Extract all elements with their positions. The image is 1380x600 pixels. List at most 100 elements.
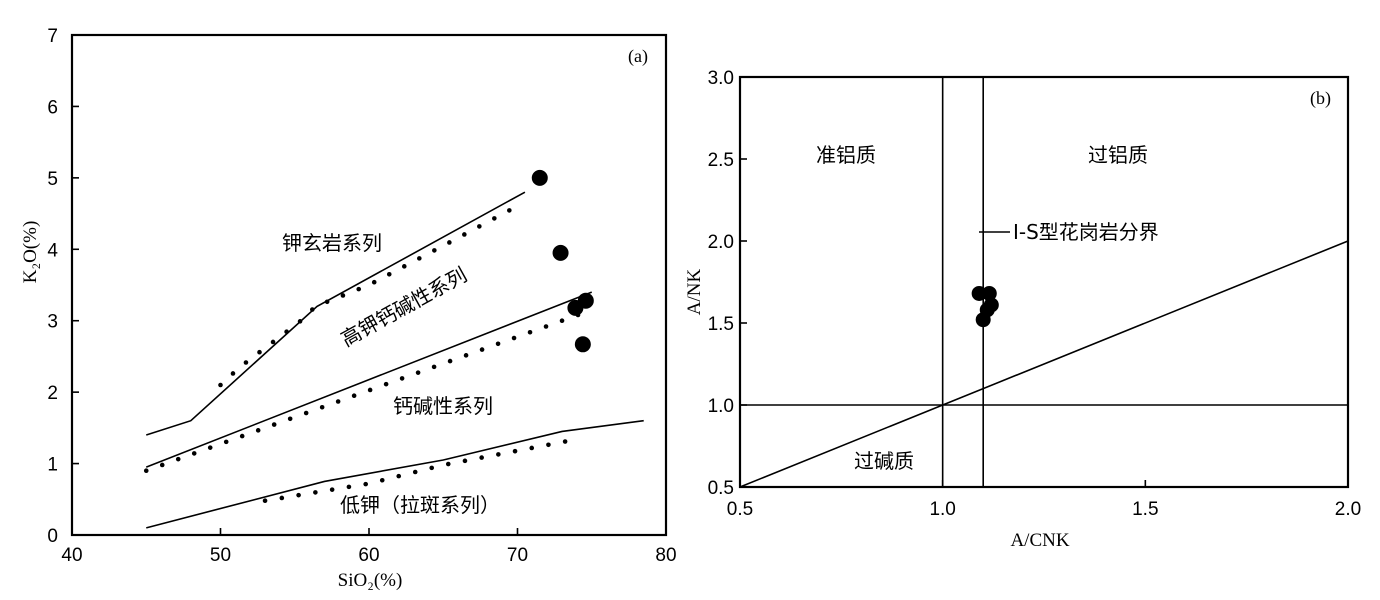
boundary-dot: [284, 329, 289, 334]
boundary-dot: [447, 240, 452, 245]
panel-b-label: (b): [1310, 88, 1331, 109]
field-label-peraluminous: 过铝质: [1088, 143, 1148, 167]
panel-a-k2o-vs-sio2: 40 50 60 70 80 0 1 2 3 4 5 6 7 (a) SiO₂(%) K₂O(%) 钾玄…: [20, 26, 677, 591]
boundary-dot: [495, 341, 501, 347]
boundary-dot: [279, 495, 285, 501]
boundary-dot: [324, 299, 330, 305]
boundary-dot: [296, 492, 301, 498]
y-tick-label: 3: [47, 312, 58, 333]
y-tick-label: 0: [47, 526, 58, 547]
boundary-dot: [271, 422, 277, 427]
boundary-dot: [319, 404, 325, 410]
x-tick-label: 50: [210, 545, 231, 566]
boundary-dot: [356, 286, 362, 292]
boundary-dot: [371, 279, 377, 285]
boundary-line: [145, 291, 593, 468]
boundary-dot: [529, 445, 535, 451]
panel-a-ticks: 40 50 60 70 80 0 1 2 3 4 5 6 7: [47, 26, 676, 566]
panel-a-boundaries: [143, 191, 644, 529]
boundary-dot: [546, 442, 551, 448]
boundary-dot: [479, 455, 484, 460]
boundary-dot: [297, 319, 303, 324]
boundary-dot: [207, 445, 213, 450]
boundary-dot: [303, 410, 309, 416]
y-tick-label: 3.0: [708, 68, 734, 89]
x-tick-label: 80: [655, 545, 676, 566]
panel-a-plot-frame: [70, 33, 668, 537]
boundary-dot: [379, 477, 385, 483]
y-tick-label: 1: [47, 455, 58, 476]
boundary-dot: [512, 448, 518, 454]
boundary-dot: [396, 473, 402, 479]
sample-point: [574, 336, 591, 353]
boundary-dot: [415, 370, 421, 375]
boundary-dot: [401, 264, 407, 269]
boundary-dot: [447, 358, 453, 364]
sample-point: [577, 292, 594, 309]
boundary-dot: [479, 347, 485, 352]
x-tick-label: 1.5: [1132, 499, 1158, 520]
y-tick-label: 4: [47, 240, 58, 261]
boundary-dot: [559, 318, 565, 324]
boundary-dot: [562, 439, 568, 444]
boundary-line: [739, 240, 1349, 488]
panel-b-points: [971, 285, 999, 328]
y-tick-label: 1.5: [708, 314, 734, 335]
panel-b-y-axis-title: A/NK: [684, 269, 705, 316]
panel-b-x-axis-title: A/CNK: [1010, 530, 1069, 551]
boundary-dot: [329, 487, 335, 492]
boundary-dot: [477, 224, 482, 229]
boundary-dot: [431, 364, 437, 370]
panel-a-y-axis-title: K₂O(%): [20, 221, 41, 284]
boundary-dot: [507, 208, 512, 213]
panel-b-boundaries: [739, 77, 1349, 488]
boundary-dot: [412, 469, 418, 475]
y-tick-label: 5: [47, 169, 58, 190]
boundary-dot: [255, 428, 261, 433]
boundary-dot: [335, 399, 341, 404]
x-tick-label: 2.0: [1335, 499, 1361, 520]
panel-a-points: [531, 169, 594, 353]
boundary-dot: [432, 248, 437, 253]
field-label-peralkaline: 过碱质: [854, 449, 914, 473]
boundary-dot: [462, 458, 468, 464]
boundary-dot: [218, 382, 223, 388]
boundary-dot: [383, 381, 389, 387]
boundary-dot: [239, 433, 245, 439]
boundary-dot: [159, 462, 165, 468]
boundary-dot: [511, 335, 517, 341]
sample-point: [531, 169, 548, 186]
boundary-dot: [367, 387, 373, 393]
y-tick-label: 1.0: [708, 396, 734, 417]
sample-point: [975, 312, 991, 328]
boundary-dot: [310, 307, 315, 312]
y-tick-label: 7: [47, 26, 58, 47]
x-tick-label: 70: [507, 545, 528, 566]
boundary-dot: [270, 339, 276, 345]
boundary-dot: [386, 271, 392, 277]
boundary-dot: [399, 376, 405, 381]
boundary-dot: [492, 216, 497, 221]
boundary-dot: [175, 456, 181, 462]
field-label-metaluminous: 准铝质: [816, 143, 876, 167]
sample-point: [981, 285, 997, 301]
boundary-dot: [417, 256, 422, 261]
y-tick-label: 2: [47, 383, 58, 404]
boundary-dot: [143, 468, 149, 474]
panel-a-x-axis-title: SiO₂(%): [338, 570, 403, 591]
sample-point: [552, 244, 569, 261]
field-label-shoshonite: 钾玄岩系列: [282, 231, 382, 255]
boundary-dot: [463, 353, 469, 358]
field-label-high-k-calc-alkaline: 高钾钙碱性系列: [337, 263, 471, 352]
boundary-dot: [351, 393, 357, 399]
boundary-dot: [445, 461, 451, 467]
boundary-dot: [223, 439, 229, 445]
x-tick-label: 0.5: [727, 499, 753, 520]
boundary-dot: [496, 452, 501, 457]
boundary-dot: [262, 498, 268, 504]
panel-b-anck-vs-acnk: 0.5 1.0 1.5 2.0 0.5 1.0 1.5 2.0 2.5 3.0 (b) A/CNK…: [684, 68, 1361, 551]
boundary-dot: [243, 360, 249, 365]
x-tick-label: 1.0: [929, 499, 955, 520]
boundary-dot: [363, 481, 368, 487]
